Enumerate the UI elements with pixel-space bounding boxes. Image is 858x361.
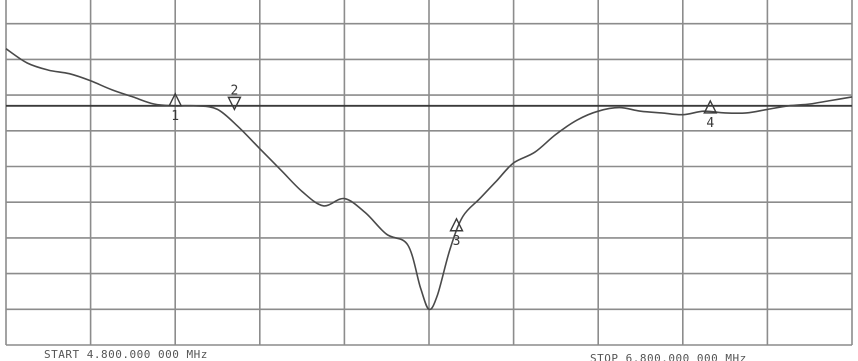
marker-2-label: 2 (231, 83, 239, 98)
start-frequency-label: START 4.800.000 000 MHz (44, 348, 208, 361)
marker-3-symbol (449, 217, 464, 232)
marker-4-label: 4 (706, 116, 714, 131)
marker-1-label: 1 (171, 109, 179, 124)
markers: 1 2 3 4 (168, 83, 718, 249)
marker-4-symbol (703, 99, 718, 114)
series-line (5, 48, 853, 311)
plot-grid (5, 0, 853, 346)
marker-2-symbol (227, 96, 242, 111)
marker-3-label: 3 (453, 234, 461, 249)
stop-frequency-label: STOP 6.800.000 000 MHz (590, 352, 747, 361)
marker-1-symbol (168, 92, 183, 107)
